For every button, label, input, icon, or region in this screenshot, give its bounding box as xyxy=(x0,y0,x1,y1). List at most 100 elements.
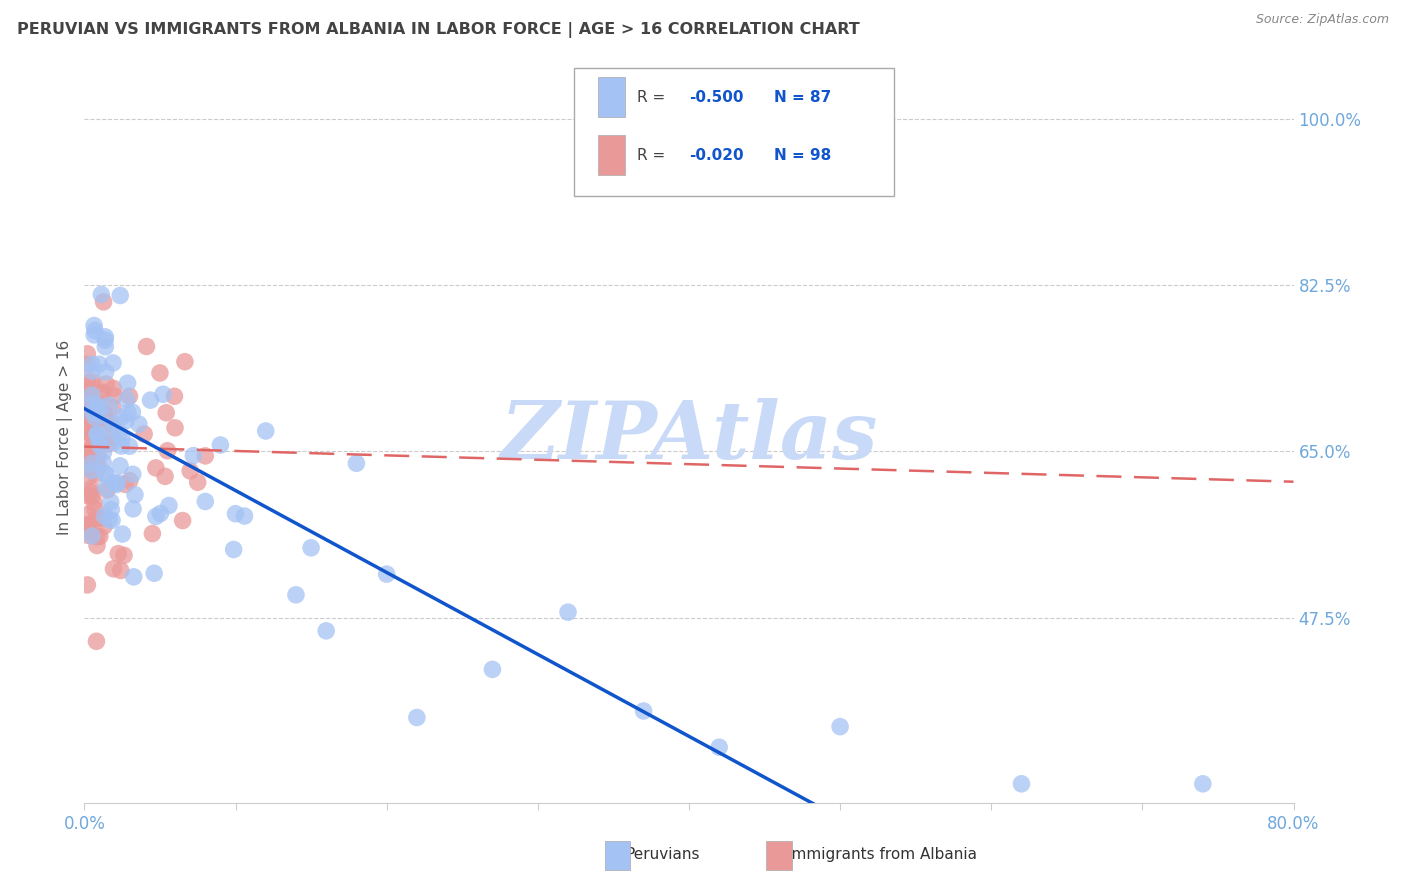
Point xyxy=(108,425,131,440)
Point xyxy=(101,513,124,527)
Point xyxy=(149,507,172,521)
Point xyxy=(114,477,136,491)
Point xyxy=(84,444,107,458)
Point xyxy=(157,499,180,513)
Point xyxy=(79,456,101,470)
Point xyxy=(77,391,100,405)
Point xyxy=(76,450,98,464)
Point xyxy=(76,445,98,459)
Point xyxy=(93,519,115,533)
Point xyxy=(86,426,108,441)
Point xyxy=(105,477,128,491)
Point xyxy=(481,662,503,676)
Point xyxy=(93,445,115,459)
Point xyxy=(80,482,103,496)
Point xyxy=(76,460,98,475)
Point xyxy=(111,527,134,541)
Point xyxy=(76,405,98,419)
Point xyxy=(375,567,398,582)
Point xyxy=(165,421,187,435)
Point xyxy=(87,399,110,413)
Point xyxy=(87,405,110,419)
Point xyxy=(93,407,115,421)
Point xyxy=(77,451,100,466)
Point xyxy=(98,436,121,450)
Point xyxy=(82,406,104,420)
Point xyxy=(254,424,277,438)
Point xyxy=(87,357,110,371)
Point xyxy=(93,509,115,524)
Point xyxy=(79,376,101,391)
Y-axis label: In Labor Force | Age > 16: In Labor Force | Age > 16 xyxy=(58,340,73,534)
Point xyxy=(86,530,108,544)
Point xyxy=(86,407,108,421)
Point xyxy=(110,288,132,302)
Point xyxy=(83,495,105,509)
Point xyxy=(79,424,101,438)
Point xyxy=(139,393,162,408)
Point xyxy=(152,387,174,401)
Point xyxy=(183,449,205,463)
Point xyxy=(222,542,245,557)
Point xyxy=(76,347,98,361)
Point xyxy=(77,395,100,409)
Point xyxy=(163,389,186,403)
Point xyxy=(110,410,132,425)
Text: -0.020: -0.020 xyxy=(689,147,744,162)
Point xyxy=(141,526,163,541)
Point xyxy=(80,357,103,371)
Point xyxy=(86,397,108,411)
Point xyxy=(80,489,103,503)
Point xyxy=(122,501,145,516)
Point xyxy=(76,396,98,410)
Point xyxy=(91,410,114,425)
Point xyxy=(1192,777,1215,791)
Point xyxy=(103,389,125,403)
Point xyxy=(128,417,150,431)
Point xyxy=(80,364,103,378)
Point xyxy=(76,375,98,389)
Point xyxy=(94,481,117,495)
Point xyxy=(87,434,110,448)
Point xyxy=(101,356,124,370)
Point xyxy=(143,566,166,581)
Point xyxy=(87,449,110,463)
Point xyxy=(101,416,124,430)
Point xyxy=(83,318,105,333)
Point xyxy=(145,461,167,475)
Point xyxy=(187,475,209,490)
Point xyxy=(194,494,217,508)
Point xyxy=(83,434,105,449)
Point xyxy=(299,541,322,555)
Point xyxy=(406,710,429,724)
Point xyxy=(80,392,103,407)
Point xyxy=(94,333,117,347)
Point xyxy=(557,605,579,619)
Point xyxy=(76,394,98,409)
Point xyxy=(96,483,118,497)
Point xyxy=(82,444,104,458)
Point xyxy=(91,385,114,400)
Point xyxy=(80,529,103,543)
Point xyxy=(76,528,98,542)
Point xyxy=(80,485,103,500)
Point xyxy=(77,426,100,441)
Text: N = 98: N = 98 xyxy=(773,147,831,162)
Point xyxy=(209,438,232,452)
Point xyxy=(315,624,337,638)
Point xyxy=(174,354,197,368)
Point xyxy=(98,398,121,412)
Point xyxy=(87,401,110,416)
Point xyxy=(82,407,104,421)
Point xyxy=(77,517,100,532)
Point xyxy=(96,376,118,391)
Point xyxy=(91,456,114,470)
Point xyxy=(84,467,107,481)
Point xyxy=(94,466,117,480)
Point xyxy=(77,403,100,417)
Point xyxy=(118,389,141,403)
Point xyxy=(112,549,135,563)
Point xyxy=(179,464,201,478)
Point xyxy=(118,439,141,453)
Point xyxy=(83,327,105,342)
